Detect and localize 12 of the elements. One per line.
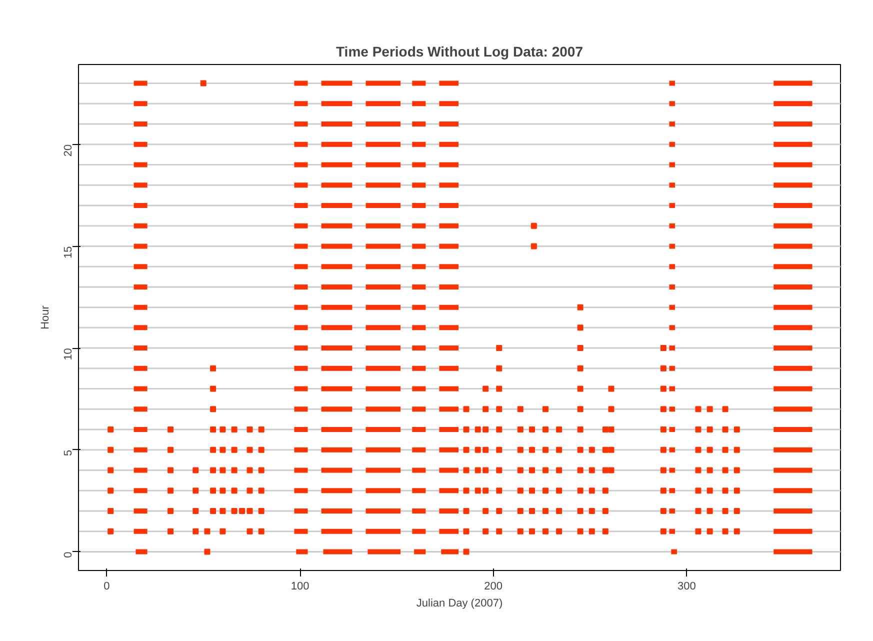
y-tick-label: 0: [62, 552, 74, 558]
x-tick-label: 300: [677, 580, 696, 592]
y-axis-title: Hour: [40, 305, 52, 330]
y-tick-label: 5: [62, 450, 74, 456]
x-axis-title: Julian Day (2007): [416, 598, 503, 610]
x-tick-label: 100: [290, 580, 310, 592]
chart-title: Time Periods Without Log Data: 2007: [336, 44, 584, 60]
y-tick-label: 20: [62, 144, 74, 157]
x-tick-label: 200: [484, 580, 503, 592]
y-tick-label: 15: [62, 246, 74, 258]
x-tick-label: 0: [104, 580, 110, 592]
y-tick-label: 10: [62, 348, 74, 360]
